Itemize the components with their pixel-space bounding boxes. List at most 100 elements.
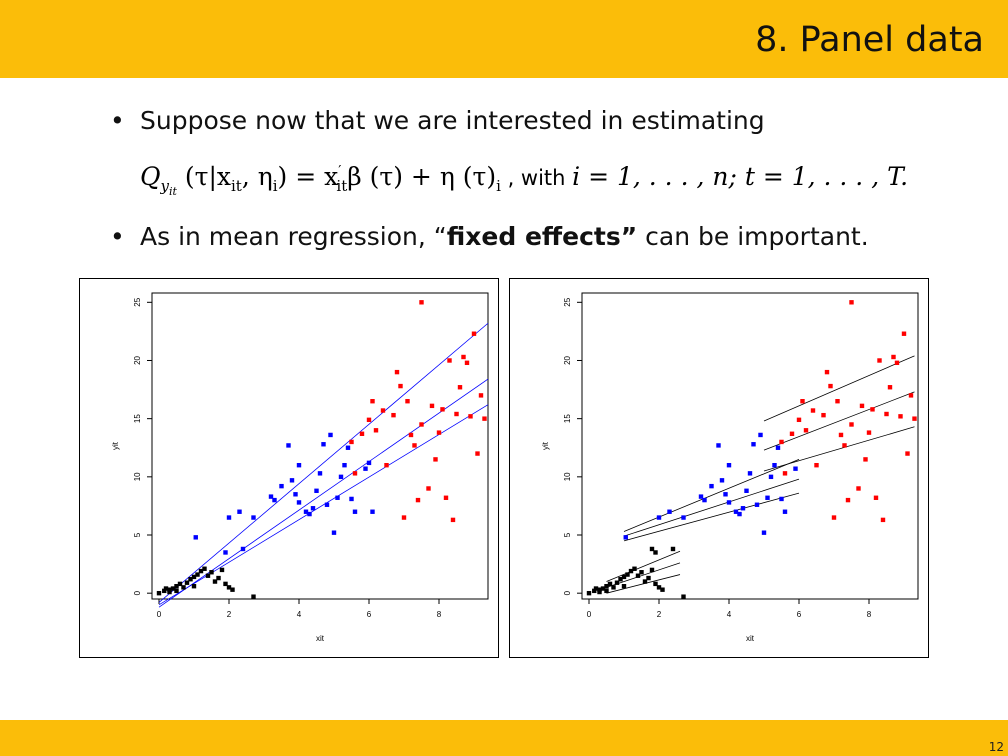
data-point [597, 589, 602, 595]
data-point [384, 462, 389, 468]
data-point [198, 568, 204, 574]
data-point [193, 535, 198, 540]
data-point [349, 439, 354, 445]
data-point [842, 443, 847, 448]
data-point [184, 580, 190, 585]
data-point [646, 575, 651, 581]
data-point [415, 497, 421, 503]
data-point [635, 573, 641, 578]
x-tick-label: 2 [657, 610, 662, 619]
data-point [623, 535, 628, 540]
regression-line [606, 574, 681, 594]
regression-line [623, 492, 800, 542]
data-point [901, 331, 907, 336]
data-point [223, 550, 228, 555]
data-point [303, 509, 309, 514]
data-point [366, 460, 372, 466]
data-point [212, 579, 218, 584]
data-point [667, 509, 672, 514]
data-point [370, 399, 375, 404]
x-tick-label: 6 [367, 610, 372, 619]
data-point [782, 509, 788, 514]
data-point [454, 411, 459, 417]
formula-range: i = 1, . . . , n; t = 1, . . . , T. [572, 162, 909, 191]
data-point [639, 570, 644, 575]
data-point [758, 432, 763, 438]
data-point [719, 478, 725, 483]
data-point [642, 579, 648, 584]
data-point [202, 566, 207, 571]
data-point [419, 300, 424, 305]
quantile-formula: Qyit (τ|xit, ηi) = x′itβ (τ) + η (τ)i , … [140, 162, 908, 198]
bullet-2-bold: fixed effects” [446, 222, 638, 251]
y-tick-label: 10 [133, 472, 142, 481]
data-point [726, 500, 732, 505]
data-point [831, 515, 837, 520]
data-point [597, 587, 602, 592]
data-point [482, 416, 487, 421]
data-point [835, 399, 840, 404]
data-point [653, 581, 658, 587]
data-point [412, 443, 417, 448]
data-point [754, 502, 760, 507]
x-tick-label: 6 [797, 610, 802, 619]
data-point [450, 517, 456, 523]
formula-args-end: ) = x [277, 162, 339, 191]
regression-line [158, 404, 489, 606]
data-point [331, 530, 337, 535]
data-point [279, 483, 284, 489]
data-point [751, 442, 756, 447]
data-point [856, 486, 861, 491]
data-point [789, 431, 795, 436]
data-point [912, 416, 917, 421]
data-point [894, 360, 900, 366]
scatter-plot-left: 0 2 4 6 8 0 5 10 15 20 25 xit yit [111, 292, 489, 643]
data-point [604, 588, 609, 594]
data-point [286, 443, 291, 448]
data-point [625, 572, 630, 577]
scatter-plot-right: 0 2 4 6 8 0 5 10 15 20 25 xit yit [541, 292, 919, 643]
y-axis-label: yit [541, 441, 550, 450]
data-point [723, 492, 728, 497]
data-point [607, 581, 613, 587]
regression-line [763, 355, 915, 422]
data-point [174, 588, 179, 594]
bullet-2-pre: As in mean regression, “ [140, 222, 447, 251]
data-point [373, 428, 379, 433]
data-point [342, 462, 347, 468]
data-point [162, 588, 167, 594]
data-point [251, 594, 256, 599]
data-point [363, 466, 368, 471]
data-point [838, 432, 844, 438]
data-point [653, 550, 658, 555]
data-point [195, 572, 200, 577]
regression-line [606, 550, 681, 582]
formula-args-sub: it [231, 177, 242, 195]
formula-x-sup: ′ [338, 163, 342, 180]
y-tick-label: 25 [563, 297, 572, 306]
data-point [188, 577, 193, 582]
data-point [237, 509, 242, 514]
data-point [740, 506, 746, 511]
data-point [649, 567, 655, 573]
data-point [205, 573, 211, 578]
data-point [586, 590, 592, 596]
data-point [747, 471, 753, 476]
regression-line [763, 426, 915, 472]
data-point [310, 506, 316, 511]
data-point [219, 567, 225, 573]
y-tick-label: 10 [563, 472, 572, 481]
y-tick-label: 25 [133, 297, 142, 306]
data-point [191, 584, 197, 589]
data-point [611, 585, 616, 590]
y-tick-label: 15 [563, 414, 572, 423]
data-point [849, 422, 854, 427]
data-point [863, 457, 868, 462]
data-point [419, 422, 424, 427]
data-point [268, 494, 274, 499]
data-point [471, 331, 477, 336]
data-point [814, 462, 819, 468]
data-point [891, 354, 896, 360]
data-point [307, 511, 312, 517]
regression-line [623, 478, 800, 537]
